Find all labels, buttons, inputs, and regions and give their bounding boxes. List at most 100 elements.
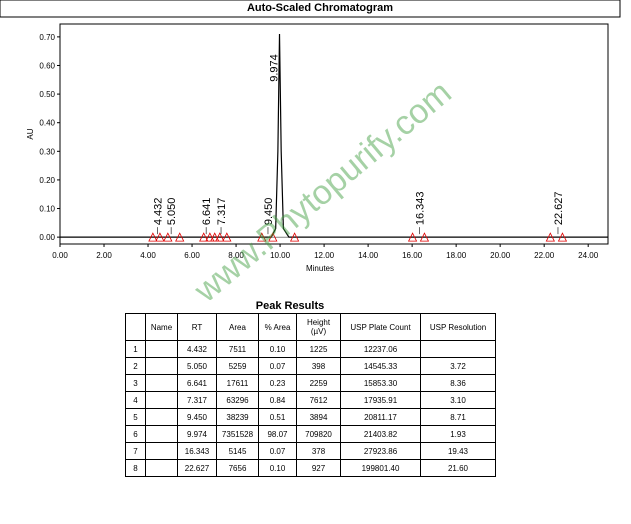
table-cell: 5259 — [216, 357, 259, 375]
table-cell: 7612 — [296, 391, 341, 409]
table-cell: 2259 — [296, 374, 341, 392]
table-cell: 5 — [125, 408, 146, 426]
plot-frame — [59, 23, 609, 245]
table-cell: 19.43 — [420, 442, 496, 460]
peak-label: 5.050 — [166, 198, 178, 226]
table-cell: 3.72 — [420, 357, 496, 375]
table-cell: 7.317 — [177, 391, 217, 409]
x-tick-label: 12.00 — [314, 251, 335, 260]
peak-label-group: 9.974 — [269, 54, 281, 82]
x-tick-label: 14.00 — [358, 251, 379, 260]
x-tick-label: 16.00 — [402, 251, 423, 260]
table-cell: 6.641 — [177, 374, 217, 392]
table-cell — [420, 340, 496, 358]
event-marker — [545, 232, 555, 242]
table-cell: Area — [216, 313, 259, 341]
peak-label: 4.432 — [153, 198, 165, 226]
event-marker — [155, 232, 165, 242]
peak-label-group: 5.050 — [166, 198, 178, 235]
peak-table: Name RT Area% Area Height (µV) USP Plate Cou… — [125, 313, 496, 477]
table-cell: 7511 — [216, 340, 259, 358]
chart: Auto-Scaled Chromatogram Minutes AU 0.00… — [0, 0, 621, 300]
event-marker — [163, 232, 173, 242]
x-tick-label: 4.00 — [140, 251, 156, 260]
x-tick-label: 8.00 — [228, 251, 244, 260]
table-cell — [145, 374, 178, 392]
table-cell: 5.050 — [177, 357, 217, 375]
table-cell: USP Plate Count — [340, 313, 421, 341]
event-marker — [289, 232, 300, 242]
table-cell: 14545.33 — [340, 357, 421, 375]
header-frame — [0, 0, 621, 18]
x-axis-label: Minutes — [306, 264, 334, 273]
table-cell: 927 — [296, 459, 341, 477]
peak-label-group: 16.343 — [415, 191, 427, 235]
table-cell: 709820 — [296, 425, 341, 443]
table-cell: 0.07 — [258, 357, 297, 375]
event-marker — [407, 232, 418, 242]
table-cell: 22.627 — [177, 459, 217, 477]
event-marker — [148, 232, 158, 242]
table-cell: 63296 — [216, 391, 259, 409]
table-row: 3 6.641 17611 0.23 2259 15853.30 8.36 — [125, 374, 496, 392]
y-tick-label: 0.00 — [39, 233, 55, 242]
table-cell: 0.07 — [258, 442, 297, 460]
peak-label: 16.343 — [415, 191, 427, 225]
peak-label-group: 22.627 — [553, 191, 565, 235]
event-marker — [419, 232, 430, 242]
event-marker — [222, 232, 232, 242]
table-cell: 15853.30 — [340, 374, 421, 392]
table-cell: 0.23 — [258, 374, 297, 392]
table-cell: 7656 — [216, 459, 259, 477]
table-cell: 0.10 — [258, 340, 297, 358]
table-cell: 0.84 — [258, 391, 297, 409]
trace — [60, 34, 608, 238]
chart-title: Auto-Scaled Chromatogram — [247, 2, 393, 14]
table-cell: 7351528 — [216, 425, 259, 443]
table-cell: 398 — [296, 357, 341, 375]
event-marker — [215, 232, 225, 242]
table-cell: 21.60 — [420, 459, 496, 477]
peak-label-group: 7.317 — [216, 198, 228, 235]
peak-label: 7.317 — [216, 198, 228, 226]
y-tick-label: 0.40 — [39, 119, 55, 128]
table-row: 8 22.627 7656 0.10 927 199801.40 21.60 — [125, 459, 496, 477]
table-row: 6 9.974 7351528 98.07 709820 21403.82 1.93 — [125, 425, 496, 443]
table-row: 2 5.050 5259 0.07 398 14545.33 3.72 — [125, 357, 496, 375]
y-tick-label: 0.30 — [39, 147, 55, 156]
table-row: 5 9.450 38239 0.51 3894 20811.17 8.71 — [125, 408, 496, 426]
table-cell: 12237.06 — [340, 340, 421, 358]
table-cell: 0.51 — [258, 408, 297, 426]
y-axis-label: AU — [26, 128, 35, 139]
table-cell: 20811.17 — [340, 408, 421, 426]
table-cell: 199801.40 — [340, 459, 421, 477]
table-cell: 8.36 — [420, 374, 496, 392]
event-marker — [205, 232, 215, 242]
table-cell: 3 — [125, 374, 146, 392]
table-row: 4 7.317 63296 0.84 7612 17935.91 3.10 — [125, 391, 496, 409]
table-cell — [145, 459, 178, 477]
y-tick-label: 0.20 — [39, 176, 55, 185]
table-cell: 7 — [125, 442, 146, 460]
event-marker — [557, 232, 568, 242]
event-marker — [268, 232, 278, 242]
x-tick-label: 2.00 — [96, 251, 112, 260]
table-cell: 4 — [125, 391, 146, 409]
x-tick-label: 20.00 — [490, 251, 511, 260]
table-cell: 378 — [296, 442, 341, 460]
table-cell — [145, 408, 178, 426]
x-tick-label: 22.00 — [534, 251, 555, 260]
table-cell: 21403.82 — [340, 425, 421, 443]
peak-label-group: 6.641 — [201, 198, 213, 235]
table-title: Peak Results — [255, 300, 325, 312]
table-cell — [145, 442, 178, 460]
table-cell: 9.974 — [177, 425, 217, 443]
table-cell: 2 — [125, 357, 146, 375]
event-marker — [175, 232, 185, 242]
peak-label: 9.450 — [263, 198, 275, 226]
peak-label-group: 9.450 — [263, 198, 275, 235]
table-row: 7 16.343 5145 0.07 378 27923.86 19.43 — [125, 442, 496, 460]
table-cell — [125, 313, 146, 341]
table-cell: 38239 — [216, 408, 259, 426]
table-cell: USP Resolution — [420, 313, 496, 341]
